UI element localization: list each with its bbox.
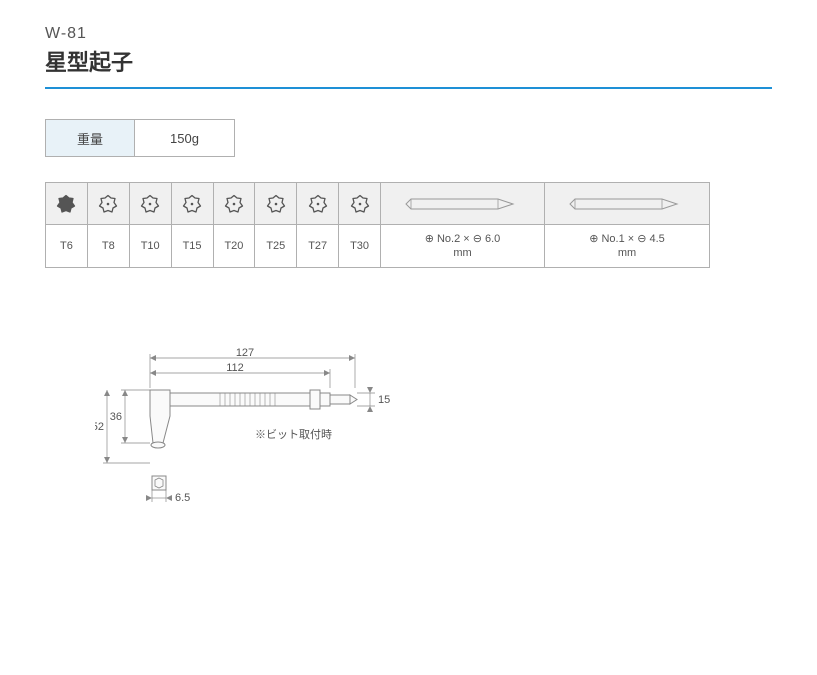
torx-icon <box>130 183 171 225</box>
torx-label: T30 <box>339 225 380 267</box>
torx-label: T10 <box>130 225 171 267</box>
torx-column: T15 <box>172 183 214 267</box>
phillips-column: ⊕ No.2 × ⊖ 6.0mm <box>381 183 545 267</box>
bit-tip-icon <box>381 183 544 225</box>
torx-icon <box>339 183 380 225</box>
torx-column: T27 <box>297 183 339 267</box>
torx-label: T8 <box>88 225 129 267</box>
torx-icon <box>172 183 213 225</box>
weight-label: 重量 <box>45 119 135 157</box>
dim-length-body: 112 <box>226 362 244 374</box>
dim-hex: 6.5 <box>175 492 190 504</box>
header: W-81 星型起子 <box>45 25 772 77</box>
diagram-note: ※ビット取付時 <box>255 428 332 441</box>
torx-column: T8 <box>88 183 130 267</box>
model-number: W-81 <box>45 25 772 43</box>
dim-tip-height: 15 <box>378 394 390 406</box>
torx-column: T10 <box>130 183 172 267</box>
torx-icon <box>297 183 338 225</box>
torx-label: T25 <box>255 225 296 267</box>
product-name: 星型起子 <box>45 45 772 77</box>
torx-column: T30 <box>339 183 381 267</box>
dim-head-height: 36 <box>110 411 122 423</box>
phillips-label: ⊕ No.1 × ⊖ 4.5mm <box>545 225 709 267</box>
torx-label: T15 <box>172 225 213 267</box>
dim-overall-height: 52 <box>95 421 104 433</box>
torx-column: T25 <box>255 183 297 267</box>
bits-table: T6 T8 T10 T15 T20 T25 T27 T30 <box>45 182 710 268</box>
weight-value: 150g <box>135 119 235 157</box>
dimension-diagram: 127 112 36 <box>95 348 445 528</box>
torx-column: T6 <box>46 183 88 267</box>
divider-rule <box>45 87 772 89</box>
torx-icon <box>88 183 129 225</box>
torx-icon <box>255 183 296 225</box>
phillips-column: ⊕ No.1 × ⊖ 4.5mm <box>545 183 709 267</box>
torx-label: T6 <box>46 225 87 267</box>
phillips-label: ⊕ No.2 × ⊖ 6.0mm <box>381 225 544 267</box>
torx-label: T20 <box>214 225 255 267</box>
dim-length-total: 127 <box>236 348 254 359</box>
bit-tip-icon <box>545 183 709 225</box>
torx-label: T27 <box>297 225 338 267</box>
torx-icon <box>214 183 255 225</box>
weight-row: 重量 150g <box>45 119 772 157</box>
torx-column: T20 <box>214 183 256 267</box>
torx-icon <box>46 183 87 225</box>
